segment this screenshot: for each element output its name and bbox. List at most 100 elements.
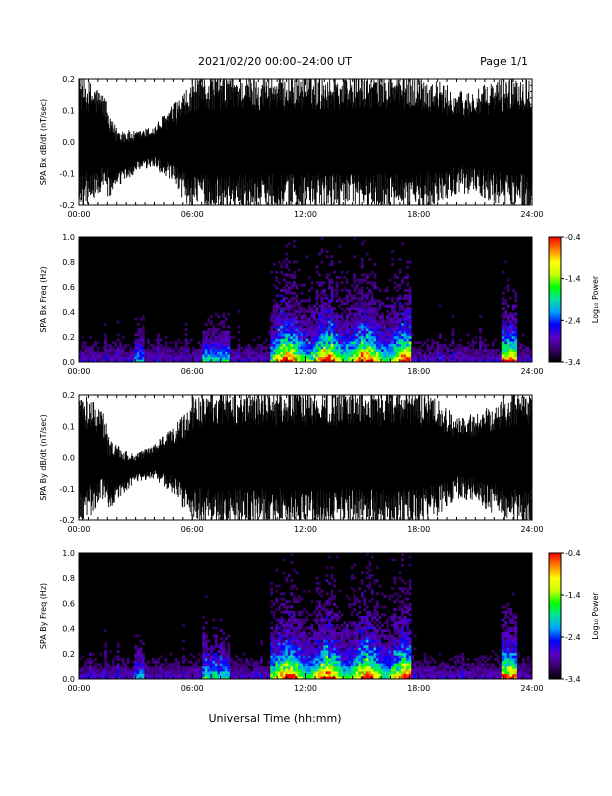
spectrogram-cell [326, 653, 329, 656]
spectrogram-cell [165, 661, 168, 664]
spectrogram-cell [197, 357, 200, 360]
spectrogram-cell [285, 336, 288, 339]
spectrogram-cell [155, 666, 158, 669]
spectrogram-cell [336, 292, 339, 295]
spectrogram-cell [308, 671, 311, 674]
spectrogram-cell [112, 346, 115, 349]
spectrogram-cell [343, 640, 346, 643]
spectrogram-cell [270, 331, 273, 334]
spectrogram-cell [396, 284, 399, 287]
spectrogram-cell [386, 339, 389, 342]
spectrogram-cell [94, 658, 97, 661]
spectrogram-cell [270, 271, 273, 274]
spectrogram-cell [278, 658, 281, 661]
spectrogram-cell [227, 671, 230, 674]
spectrogram-cell [300, 653, 303, 656]
spectrogram-cell [502, 328, 505, 331]
spectrogram-cell [341, 658, 344, 661]
spectrogram-cell [361, 642, 364, 645]
spectrogram-cell [283, 666, 286, 669]
spectrogram-cell [303, 648, 306, 651]
spectrogram-cell [104, 349, 107, 352]
spectrogram-cell [170, 349, 173, 352]
spectrogram-cell [331, 328, 334, 331]
spectrogram-cell [348, 603, 351, 606]
spectrogram-cell [509, 346, 512, 349]
spectrogram-cell [394, 592, 397, 595]
spectrogram-cell [182, 658, 185, 661]
spectrogram-cell [298, 624, 301, 627]
spectrogram-cell [280, 354, 283, 357]
spectrogram-cell [212, 328, 215, 331]
spectrogram-cell [285, 346, 288, 349]
spectrogram-cell [255, 666, 258, 669]
spectrogram-cell [426, 344, 429, 347]
spectrogram-cell [451, 357, 454, 360]
spectrogram-cell [87, 352, 90, 355]
spectrogram-cell [368, 624, 371, 627]
spectrogram-cell [293, 310, 296, 313]
spectrogram-cell [253, 339, 256, 342]
spectrogram-cell [343, 634, 346, 637]
spectrogram-cell [323, 349, 326, 352]
spectrogram-cell [260, 352, 263, 355]
spectrogram-cell [235, 663, 238, 666]
spectrogram-cell [300, 674, 303, 677]
spectrogram-cell [177, 349, 180, 352]
spectrogram-cell [336, 344, 339, 347]
spectrogram-cell [273, 336, 276, 339]
spectrogram-cell [215, 671, 218, 674]
spectrogram-cell [401, 346, 404, 349]
spectrogram-cell [366, 566, 369, 569]
spectrogram-cell [353, 658, 356, 661]
spectrogram-cell [509, 344, 512, 347]
spectrogram-cell [368, 655, 371, 658]
spectrogram-cell [351, 313, 354, 316]
spectrogram-cell [122, 336, 125, 339]
spectrogram-cell [92, 661, 95, 664]
spectrogram-cell [220, 336, 223, 339]
spectrogram-cell [207, 658, 210, 661]
spectrogram-cell [222, 674, 225, 677]
spectrogram-cell [328, 286, 331, 289]
spectrogram-cell [331, 632, 334, 635]
spectrogram-cell [303, 666, 306, 669]
spectrogram-cell [361, 333, 364, 336]
spectrogram-cell [290, 669, 293, 672]
spectrogram-cell [137, 328, 140, 331]
spectrogram-cell [175, 666, 178, 669]
spectrogram-cell [482, 349, 485, 352]
spectrogram-cell [424, 352, 427, 355]
spectrogram-cell [507, 326, 510, 329]
spectrogram-cell [328, 336, 331, 339]
spectrogram-cell [149, 357, 152, 360]
spectrogram-cell [507, 286, 510, 289]
spectrogram-cell [270, 344, 273, 347]
spectrogram-cell [378, 318, 381, 321]
spectrogram-cell [356, 600, 359, 603]
spectrogram-cell [353, 671, 356, 674]
spectrogram-cell [293, 629, 296, 632]
spectrogram-cell [290, 292, 293, 295]
spectrogram-cell [142, 341, 145, 344]
spectrogram-cell [288, 600, 291, 603]
spectrogram-cell [333, 326, 336, 329]
spectrogram-cell [361, 658, 364, 661]
spectrogram-cell [311, 286, 314, 289]
spectrogram-cell [280, 341, 283, 344]
spectrogram-cell [373, 344, 376, 347]
spectrogram-cell [341, 349, 344, 352]
spectrogram-cell [225, 671, 228, 674]
spectrogram-cell [235, 661, 238, 664]
y-tick-label: 0.2 [62, 75, 75, 84]
spectrogram-cell [137, 333, 140, 336]
spectrogram-cell [527, 349, 530, 352]
spectrogram-cell [278, 661, 281, 664]
spectrogram-cell [524, 346, 527, 349]
spectrogram-cell [462, 349, 465, 352]
spectrogram-cell [519, 352, 522, 355]
spectrogram-cell [363, 349, 366, 352]
spectrogram-cell [134, 663, 137, 666]
spectrogram-cell [225, 344, 228, 347]
